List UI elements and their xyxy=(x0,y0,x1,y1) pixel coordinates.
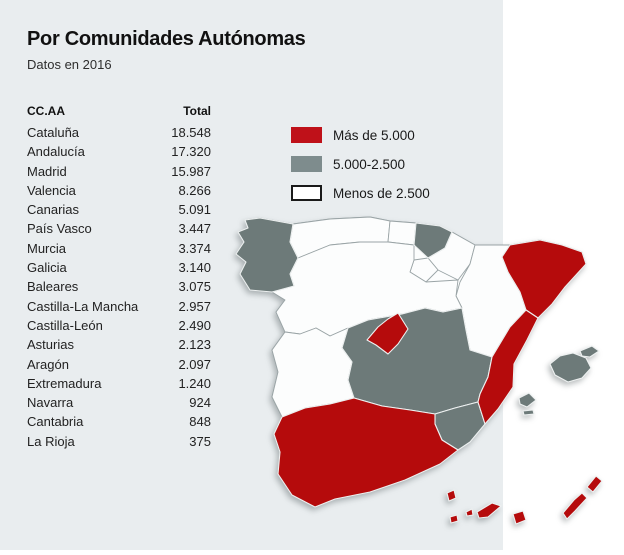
region-name: Extremadura xyxy=(27,375,102,391)
region-galicia xyxy=(235,217,299,293)
region-baleares-mallorca xyxy=(549,352,592,383)
region-canarias-la-palma xyxy=(446,489,457,502)
region-total: 2.490 xyxy=(178,317,211,333)
region-name: Baleares xyxy=(27,279,79,295)
table-row: Murcia 3.374 xyxy=(27,239,211,258)
region-baleares-menorca xyxy=(579,345,600,358)
region-total: 17.320 xyxy=(171,144,211,160)
region-name: Canarias xyxy=(27,202,80,218)
region-cantabria xyxy=(387,220,417,246)
column-header-total: Total xyxy=(183,104,211,118)
region-total: 15.987 xyxy=(171,163,211,179)
region-name: Galicia xyxy=(27,260,67,276)
region-total: 18.548 xyxy=(171,125,211,140)
table-row: Extremadura 1.240 xyxy=(27,374,211,393)
region-name: Cantabria xyxy=(27,414,84,430)
region-total: 3.140 xyxy=(178,260,211,276)
region-total: 5.091 xyxy=(178,202,211,218)
legend-swatch-white xyxy=(291,185,322,201)
region-name: Asturias xyxy=(27,337,74,353)
region-name: Cataluña xyxy=(27,125,80,140)
region-canarias-el-hierro xyxy=(449,514,459,524)
table-row: Canarias 5.091 xyxy=(27,200,211,219)
region-total: 924 xyxy=(189,395,211,411)
region-total: 2.957 xyxy=(178,298,211,314)
table-row: Madrid 15.987 xyxy=(27,162,211,181)
regions-data-table: CC.AA Total Cataluña 18.548 Andalucía 17.3… xyxy=(27,104,211,451)
table-row: Castilla-León 2.490 xyxy=(27,316,211,335)
region-total: 848 xyxy=(189,414,211,430)
map-legend: Más de 5.000 5.000-2.500 Menos de 2.500 xyxy=(291,127,430,214)
region-cataluna xyxy=(501,239,587,319)
legend-swatch-gray xyxy=(291,156,322,172)
region-name: Castilla-La Mancha xyxy=(27,298,139,314)
region-name: País Vasco xyxy=(27,221,92,237)
region-canarias-fuerteventura xyxy=(562,492,588,520)
table-row: País Vasco 3.447 xyxy=(27,219,211,238)
table-row: Castilla-La Mancha 2.957 xyxy=(27,297,211,316)
column-header-region: CC.AA xyxy=(27,104,65,118)
legend-swatch-red xyxy=(291,127,322,143)
table-row: Galicia 3.140 xyxy=(27,258,211,277)
legend-label: 5.000-2.500 xyxy=(333,156,406,172)
region-name: Castilla-León xyxy=(27,317,103,333)
region-name: Madrid xyxy=(27,163,67,179)
region-total: 2.097 xyxy=(178,356,211,372)
region-total: 1.240 xyxy=(178,375,211,391)
table-header-row: CC.AA Total xyxy=(27,104,211,118)
table-row: Navarra 924 xyxy=(27,393,211,412)
region-total: 375 xyxy=(189,433,211,449)
region-pais-vasco xyxy=(413,222,453,259)
region-andalucia xyxy=(273,397,459,508)
region-name: Valencia xyxy=(27,182,76,198)
region-name: Murcia xyxy=(27,240,67,256)
table-row: Andalucía 17.320 xyxy=(27,142,211,161)
region-canarias-lanzarote xyxy=(586,475,603,493)
table-row: Cataluña 18.548 xyxy=(27,123,211,142)
table-row: Asturias 2.123 xyxy=(27,335,211,354)
region-name: La Rioja xyxy=(27,433,75,449)
region-name: Aragón xyxy=(27,356,69,372)
region-canarias-la-gomera xyxy=(465,508,474,517)
region-baleares-formentera xyxy=(522,409,535,416)
legend-label: Menos de 2.500 xyxy=(333,185,430,201)
region-total: 3.447 xyxy=(178,221,211,237)
region-valencia xyxy=(477,309,539,425)
region-name: Andalucía xyxy=(27,144,85,160)
region-canarias-gran-canaria xyxy=(512,510,527,525)
legend-item-high: Más de 5.000 xyxy=(291,127,430,143)
legend-label: Más de 5.000 xyxy=(333,127,415,143)
table-row: La Rioja 375 xyxy=(27,432,211,451)
legend-item-low: Menos de 2.500 xyxy=(291,185,430,201)
region-madrid xyxy=(366,312,409,355)
spain-choropleth-map xyxy=(230,212,620,550)
page-subtitle: Datos en 2016 xyxy=(27,57,112,72)
region-total: 8.266 xyxy=(178,182,211,198)
table-row: Cantabria 848 xyxy=(27,412,211,431)
legend-item-mid: 5.000-2.500 xyxy=(291,156,430,172)
table-row: Aragón 2.097 xyxy=(27,355,211,374)
region-total: 3.374 xyxy=(178,240,211,256)
region-total: 2.123 xyxy=(178,337,211,353)
table-row: Valencia 8.266 xyxy=(27,181,211,200)
page-title: Por Comunidades Autónomas xyxy=(27,28,306,50)
region-total: 3.075 xyxy=(178,279,211,295)
region-baleares-ibiza xyxy=(518,392,537,408)
region-name: Navarra xyxy=(27,395,74,411)
table-row: Baleares 3.075 xyxy=(27,277,211,296)
region-canarias-tenerife xyxy=(476,502,502,519)
